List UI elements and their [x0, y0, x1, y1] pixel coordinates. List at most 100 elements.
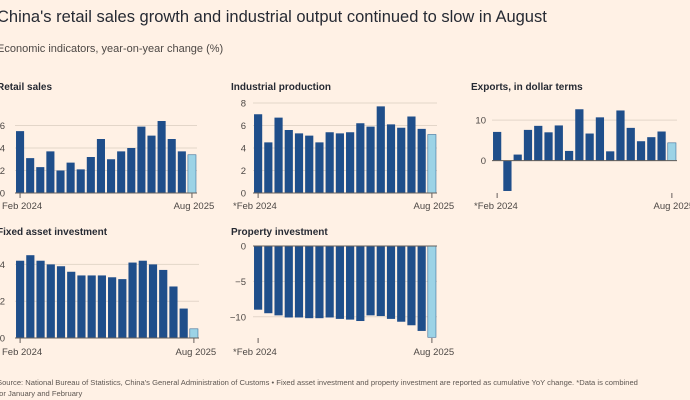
property-investment-bar-jun-2024: [294, 246, 304, 318]
exports-in-dollar-terms-bar-nov-2024: [585, 133, 594, 161]
property-investment-ytick-label: −5: [235, 277, 246, 288]
fixed-asset-investment-bar-jun-2025: [169, 286, 178, 338]
industrial-production-panel-title: Industrial production: [231, 82, 331, 93]
industrial-production-bar-apr-2024: [274, 117, 283, 193]
fixed-asset-investment-xtick-label-start: Feb 2024: [2, 347, 42, 358]
property-investment-bar-jul-2025: [417, 246, 426, 331]
exports-in-dollar-terms-bar-jul-2025: [657, 131, 666, 161]
industrial-production-bar-jul-2024: [305, 135, 314, 193]
retail-sales-bar-mar-2024: [26, 158, 35, 193]
industrial-production-ytick-label: 0: [241, 189, 246, 200]
fixed-asset-investment-panel-title: Fixed asset investment: [0, 227, 108, 238]
fixed-asset-investment-ytick-label: 4: [0, 260, 5, 271]
industrial-production-bar-jan-feb-2025: [366, 126, 375, 193]
retail-sales-bar-aug-2024: [76, 169, 85, 193]
exports-in-dollar-terms-bar-jun-2025: [647, 137, 656, 161]
retail-sales-bar-feb-2024: [16, 131, 25, 193]
exports-in-dollar-terms-bar-may-2024: [523, 129, 533, 161]
retail-sales-bar-may-2024: [46, 151, 55, 193]
property-investment-bar-sep-2024: [325, 246, 334, 318]
property-investment-bar-oct-2024: [335, 246, 344, 319]
fixed-asset-investment-bar-mar-2024: [26, 255, 35, 338]
property-investment-bar-may-2024: [284, 246, 293, 318]
industrial-production-ytick-label: 8: [241, 99, 246, 110]
exports-in-dollar-terms-xtick-label-start: *Feb 2024: [474, 201, 518, 212]
fixed-asset-investment-bar-aug-2025: [189, 328, 199, 339]
industrial-production-bar-sep-2024: [325, 132, 334, 193]
property-investment-bar-apr-2024: [274, 246, 283, 316]
industrial-production-bar-aug-2025: [427, 134, 437, 194]
exports-in-dollar-terms-bar-jun-2024: [534, 125, 543, 161]
property-investment-bar-jan-feb-2025: [366, 246, 375, 316]
property-investment-bar-jul-2024: [305, 246, 314, 319]
exports-in-dollar-terms-ytick-label: 0: [481, 156, 486, 167]
industrial-production-bar-may-2024: [284, 130, 293, 193]
exports-in-dollar-terms-bar-jan-feb-2025: [606, 151, 615, 161]
industrial-production-bar-aug-2024: [315, 142, 324, 193]
fixed-asset-investment-ytick-label: 0: [0, 334, 5, 345]
page-subtitle: Economic indicators, year-on-year change…: [0, 43, 224, 55]
fixed-asset-investment-ytick-label: 2: [0, 297, 5, 308]
fixed-asset-investment-bar-dec-2024: [118, 279, 127, 338]
retail-sales-ytick-label: 0: [0, 189, 5, 200]
industrial-production-bar-oct-2024: [335, 133, 344, 193]
retail-sales-bar-apr-2025: [147, 135, 156, 193]
exports-in-dollar-terms-panel-title: Exports, in dollar terms: [471, 82, 583, 93]
fixed-asset-investment-bar-jul-2025: [179, 308, 188, 338]
retail-sales-xtick-label-end: Aug 2025: [174, 201, 215, 212]
exports-in-dollar-terms-ytick-label: 10: [475, 116, 486, 127]
exports-in-dollar-terms-bar-aug-2024: [554, 125, 563, 161]
property-investment-xtick-label-start: *Feb 2024: [233, 347, 277, 358]
property-investment-panel-title: Property investment: [231, 227, 328, 238]
exports-in-dollar-terms-bar-apr-2024: [513, 154, 522, 161]
industrial-production-bar-apr-2025: [386, 124, 396, 193]
retail-sales-ytick-label: 6: [0, 121, 5, 132]
fixed-asset-investment-bar-nov-2024: [108, 277, 117, 338]
retail-sales-bar-jun-2025: [167, 139, 176, 193]
retail-sales-bar-dec-2024: [117, 151, 126, 193]
property-investment-bar-aug-2025: [427, 245, 437, 338]
fixed-asset-investment-bar-jan-feb-2025: [128, 262, 137, 338]
property-investment-bar-feb-2024: [254, 246, 263, 310]
exports-in-dollar-terms-bar-may-2025: [636, 141, 646, 161]
property-investment-bar-mar-2024: [264, 246, 273, 314]
retail-sales-bar-sep-2024: [86, 157, 95, 193]
industrial-production-bar-nov-2024: [346, 132, 355, 193]
retail-sales-bar-jun-2024: [56, 170, 65, 193]
fixed-asset-investment-bar-apr-2025: [148, 264, 158, 338]
exports-in-dollar-terms-bar-mar-2025: [616, 110, 625, 161]
industrial-production-bar-dec-2024: [356, 123, 365, 193]
property-investment-ytick-label: 0: [241, 242, 246, 253]
retail-sales-xtick-label-start: Feb 2024: [2, 201, 42, 212]
retail-sales-bar-oct-2024: [96, 139, 105, 193]
industrial-production-bar-jun-2025: [407, 116, 416, 193]
retail-sales-bar-jul-2024: [66, 162, 75, 193]
retail-sales-ytick-label: 4: [0, 144, 5, 155]
industrial-production-bar-mar-2025: [376, 106, 385, 193]
industrial-production-ytick-label: 4: [241, 144, 246, 155]
fixed-asset-investment-bar-jul-2024: [67, 271, 76, 338]
page-title: China's retail sales growth and industri…: [0, 8, 547, 26]
retail-sales-bar-may-2025: [157, 121, 166, 193]
fixed-asset-investment-bar-mar-2025: [138, 260, 147, 338]
property-investment-bar-dec-2024: [356, 246, 365, 322]
property-investment-bar-aug-2024: [315, 246, 324, 319]
property-investment-bar-apr-2025: [386, 246, 396, 319]
property-investment-bar-may-2025: [397, 246, 406, 322]
property-investment-bar-nov-2024: [346, 246, 355, 320]
exports-in-dollar-terms-bar-aug-2025: [667, 142, 677, 161]
property-investment-bar-jun-2025: [407, 246, 416, 326]
exports-in-dollar-terms-bar-oct-2024: [575, 109, 584, 161]
exports-in-dollar-terms-bar-apr-2025: [626, 127, 635, 161]
property-investment-xtick-label-end: Aug 2025: [414, 347, 455, 358]
retail-sales-bar-apr-2024: [36, 167, 45, 193]
industrial-production-bar-jul-2025: [417, 128, 426, 193]
source-note: Source: National Bureau of Statistics, C…: [0, 377, 690, 399]
industrial-production-bar-mar-2024: [264, 142, 273, 193]
property-investment-bar-mar-2025: [376, 246, 385, 317]
exports-in-dollar-terms-bar-jul-2024: [544, 132, 553, 161]
retail-sales-ytick-label: 2: [0, 166, 5, 177]
fixed-asset-investment-xtick-label-end: Aug 2025: [176, 347, 217, 358]
source-line-2: for January and February: [0, 389, 83, 398]
